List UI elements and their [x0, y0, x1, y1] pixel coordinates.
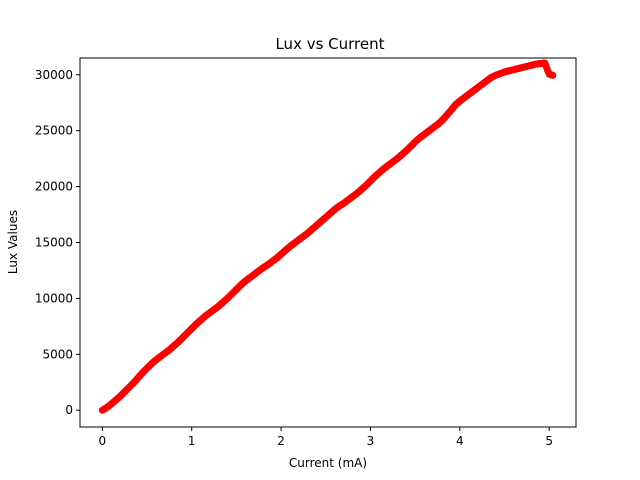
y-tick-label: 20000: [35, 180, 73, 194]
x-axis: 0 1 2 3 4 5: [99, 427, 553, 448]
data-point: [548, 71, 556, 79]
x-axis-label: Current (mA): [289, 456, 367, 470]
y-tick-label: 5000: [42, 347, 73, 361]
y-tick-label: 25000: [35, 124, 73, 138]
x-tick-label: 5: [545, 434, 553, 448]
x-tick-label: 2: [277, 434, 285, 448]
axes-frame: [79, 57, 577, 428]
y-tick-label: 15000: [35, 236, 73, 250]
y-axis: 0 5000 10000 15000 20000 25000 30000: [35, 68, 80, 417]
chart-title: Lux vs Current: [275, 35, 384, 53]
y-tick-label: 10000: [35, 291, 73, 305]
x-tick-label: 3: [367, 434, 375, 448]
x-tick-label: 4: [456, 434, 464, 448]
y-tick-label: 30000: [35, 68, 73, 82]
x-tick-label: 1: [188, 434, 196, 448]
plot-area: [98, 59, 557, 414]
x-tick-label: 0: [99, 434, 107, 448]
y-axis-label: Lux Values: [6, 210, 20, 274]
y-tick-label: 0: [65, 403, 73, 417]
